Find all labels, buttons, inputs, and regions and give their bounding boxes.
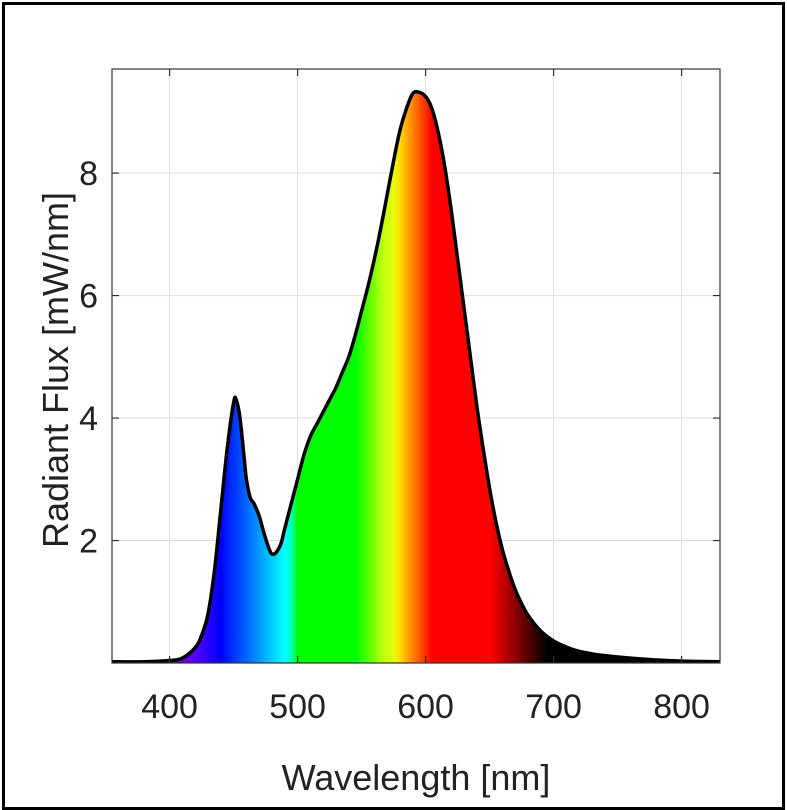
spectrum-fill-area (112, 91, 720, 663)
axes (111, 68, 721, 664)
x-tick-label: 700 (525, 688, 582, 726)
y-axis-title: Radiant Flux [mW/nm] (35, 192, 76, 548)
spectrum-area-layer (112, 89, 720, 663)
tick-labels: 400 500 600 700 800 2 4 6 8 (79, 155, 710, 726)
x-tick-label: 600 (397, 688, 454, 726)
x-tick-label: 400 (141, 688, 198, 726)
y-tick-label: 2 (79, 523, 98, 561)
y-tick-label: 4 (79, 400, 98, 438)
x-axis-title: Wavelength [nm] (282, 757, 551, 798)
x-tick-label: 500 (269, 688, 326, 726)
x-tick-label: 800 (653, 688, 710, 726)
y-tick-label: 8 (79, 155, 98, 193)
plot-box (111, 68, 721, 664)
spectrum-series-line (112, 89, 720, 663)
y-tick-label: 6 (79, 278, 98, 316)
